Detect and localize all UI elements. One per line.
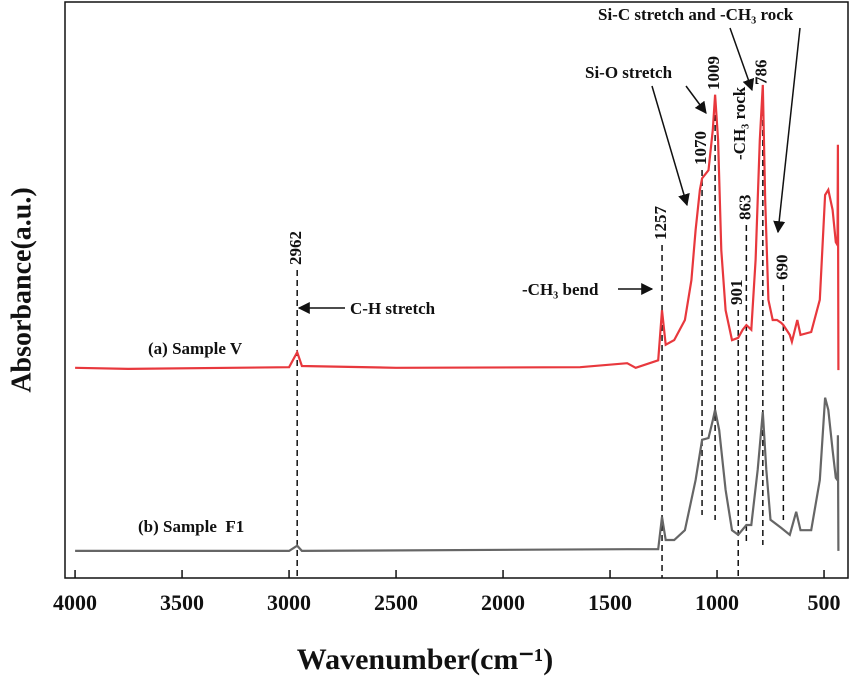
spectrum-line [75, 84, 840, 371]
peak-label: 1009 [704, 56, 723, 90]
series-label: (b) Sample F1 [138, 517, 244, 536]
peak-label: 863 [735, 195, 754, 221]
x-tick-label: 1000 [695, 590, 739, 615]
annotation: Si-C stretch and -CH₃ rock [598, 5, 794, 24]
arrow [773, 27, 801, 234]
arrow [651, 85, 690, 207]
annotation: Si-O stretch [585, 63, 673, 82]
peak-label: 690 [772, 255, 791, 281]
x-tick-label: 1500 [588, 590, 632, 615]
x-tick-label: 4000 [53, 590, 97, 615]
arrow [685, 85, 707, 114]
annotation: -CH₃ rock [730, 86, 749, 160]
peak-label: 1070 [691, 131, 710, 165]
annotation: -CH₃ bend [522, 280, 599, 299]
peak-label: 2962 [286, 231, 305, 265]
x-tick-label: 500 [808, 590, 841, 615]
arrows [297, 27, 801, 314]
x-tick-label: 3000 [267, 590, 311, 615]
plot-frame [64, 1, 849, 579]
y-axis-label: Absorbance(a.u.) [6, 187, 37, 392]
series-label: (a) Sample V [148, 339, 243, 358]
x-tick-label: 2000 [481, 590, 525, 615]
spectrum-line [75, 397, 840, 553]
x-tick-label: 3500 [160, 590, 204, 615]
arrow [729, 27, 755, 92]
peak-label: 901 [727, 280, 746, 306]
annotation: C-H stretch [350, 299, 436, 318]
x-axis-label: Wavenumber(cm⁻¹) [297, 643, 553, 676]
peak-label: 1257 [651, 206, 670, 241]
x-tick-label: 2500 [374, 590, 418, 615]
peak-label: 786 [752, 60, 771, 86]
